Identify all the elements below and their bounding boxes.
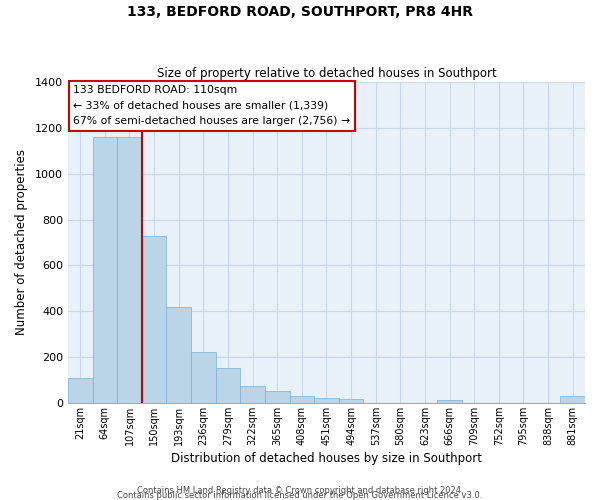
Text: 133 BEDFORD ROAD: 110sqm
← 33% of detached houses are smaller (1,339)
67% of sem: 133 BEDFORD ROAD: 110sqm ← 33% of detach… <box>73 86 350 126</box>
X-axis label: Distribution of detached houses by size in Southport: Distribution of detached houses by size … <box>171 452 482 465</box>
Text: 133, BEDFORD ROAD, SOUTHPORT, PR8 4HR: 133, BEDFORD ROAD, SOUTHPORT, PR8 4HR <box>127 5 473 19</box>
Bar <box>142 236 166 403</box>
Bar <box>191 352 215 403</box>
Bar <box>290 396 314 403</box>
Bar <box>314 398 339 403</box>
Bar <box>265 392 290 403</box>
Bar <box>215 368 240 403</box>
Title: Size of property relative to detached houses in Southport: Size of property relative to detached ho… <box>157 66 496 80</box>
Bar <box>339 400 364 403</box>
Bar <box>68 378 92 403</box>
Text: Contains public sector information licensed under the Open Government Licence v3: Contains public sector information licen… <box>118 491 482 500</box>
Bar <box>560 396 585 403</box>
Text: Contains HM Land Registry data © Crown copyright and database right 2024.: Contains HM Land Registry data © Crown c… <box>137 486 463 495</box>
Y-axis label: Number of detached properties: Number of detached properties <box>15 150 28 336</box>
Bar <box>166 306 191 403</box>
Bar <box>437 400 462 403</box>
Bar <box>117 137 142 403</box>
Bar <box>240 386 265 403</box>
Bar <box>92 137 117 403</box>
